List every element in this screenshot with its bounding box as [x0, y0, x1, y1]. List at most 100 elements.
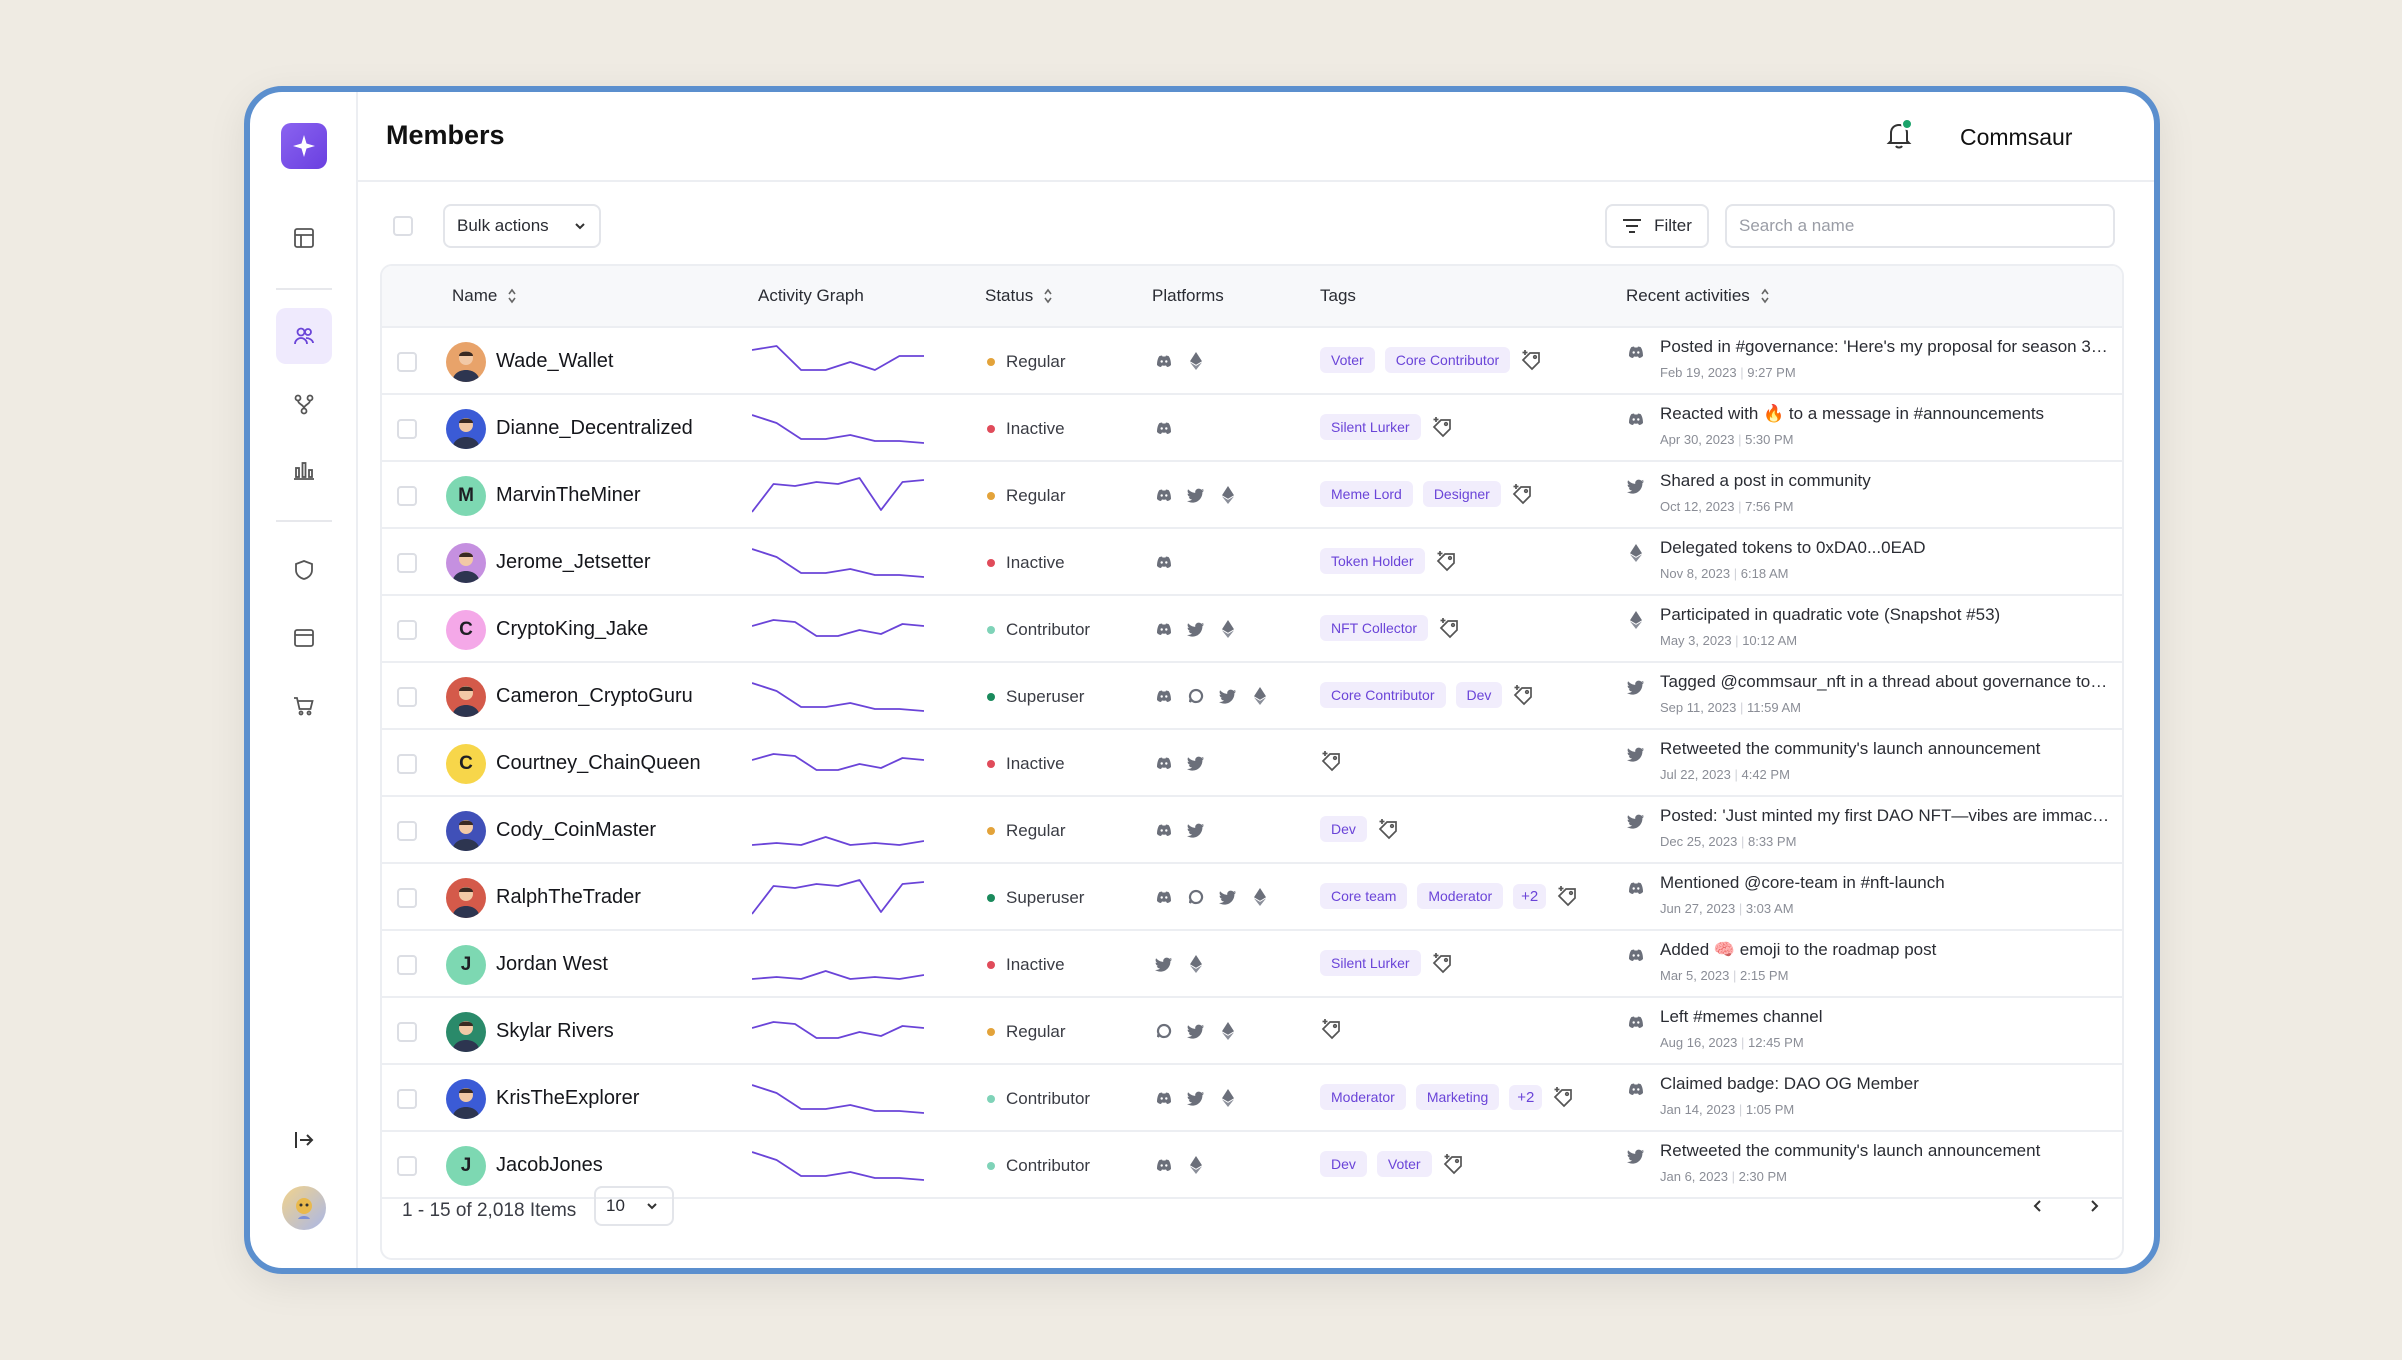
more-tags-badge[interactable]: +2 — [1513, 883, 1547, 909]
add-tag-icon[interactable] — [1552, 1085, 1576, 1109]
member-name[interactable]: Jerome_Jetsetter — [496, 551, 651, 573]
members-icon[interactable] — [276, 308, 332, 364]
tag-chip[interactable]: Moderator — [1320, 1084, 1406, 1110]
recent-activity-timestamp: Feb 19, 2023 | 9:27 PM — [1660, 365, 1796, 380]
row-checkbox[interactable] — [397, 1089, 417, 1109]
add-tag-icon[interactable] — [1320, 1017, 1344, 1041]
add-tag-icon[interactable] — [1320, 749, 1344, 773]
discord-icon — [1154, 619, 1174, 639]
tag-chip[interactable]: Core Contributor — [1320, 682, 1446, 708]
tag-chip[interactable]: NFT Collector — [1320, 615, 1429, 641]
row-checkbox[interactable] — [397, 1156, 417, 1176]
logout-icon[interactable] — [276, 1112, 332, 1168]
add-tag-icon[interactable] — [1438, 616, 1462, 640]
tag-chip[interactable]: Voter — [1320, 347, 1375, 373]
member-name[interactable]: Courtney_ChainQueen — [496, 752, 701, 774]
add-tag-icon[interactable] — [1442, 1152, 1466, 1176]
add-tag-icon[interactable] — [1431, 951, 1455, 975]
shield-icon[interactable] — [276, 542, 332, 598]
table-row[interactable]: Jerome_Jetsetter Inactive Token Holder Dele… — [382, 529, 2122, 596]
next-page-button[interactable] — [2074, 1186, 2114, 1226]
profile-avatar[interactable] — [282, 1186, 326, 1230]
member-name[interactable]: CryptoKing_Jake — [496, 618, 649, 640]
tag-chip[interactable]: Marketing — [1415, 1084, 1500, 1110]
member-name[interactable]: Wade_Wallet — [496, 350, 614, 372]
member-avatar: C — [446, 744, 486, 784]
row-checkbox[interactable] — [397, 553, 417, 573]
table-row[interactable]: Cameron_CryptoGuru Superuser Core Contribu… — [382, 663, 2122, 730]
browser-window-icon[interactable] — [276, 610, 332, 666]
sort-icon[interactable] — [1760, 288, 1770, 304]
git-branch-icon[interactable] — [276, 376, 332, 432]
shopping-cart-icon[interactable] — [276, 678, 332, 734]
row-checkbox[interactable] — [397, 486, 417, 506]
tag-chip[interactable]: Silent Lurker — [1320, 950, 1421, 976]
row-checkbox[interactable] — [397, 419, 417, 439]
sort-icon[interactable] — [507, 288, 517, 304]
tag-chip[interactable]: Core Contributor — [1384, 347, 1511, 373]
member-name[interactable]: Skylar Rivers — [496, 1020, 614, 1042]
member-name[interactable]: Cameron_CryptoGuru — [496, 685, 693, 707]
app-logo[interactable] — [281, 123, 327, 169]
add-tag-icon[interactable] — [1431, 415, 1455, 439]
row-checkbox[interactable] — [397, 620, 417, 640]
tag-chip[interactable]: Meme Lord — [1320, 481, 1413, 507]
add-tag-icon[interactable] — [1512, 683, 1536, 707]
table-row[interactable]: C CryptoKing_Jake Contributor NFT Collector… — [382, 596, 2122, 663]
row-checkbox[interactable] — [397, 352, 417, 372]
table-row[interactable]: Dianne_Decentralized Inactive Silent Lurke… — [382, 395, 2122, 462]
column-name[interactable]: Name — [452, 286, 517, 306]
row-checkbox[interactable] — [397, 888, 417, 908]
add-tag-icon[interactable] — [1377, 817, 1401, 841]
tag-chip[interactable]: Dev — [1455, 682, 1503, 708]
sort-icon[interactable] — [1043, 288, 1053, 304]
member-name[interactable]: JacobJones — [496, 1154, 603, 1176]
row-checkbox[interactable] — [397, 754, 417, 774]
member-name[interactable]: Cody_CoinMaster — [496, 819, 657, 841]
row-checkbox[interactable] — [397, 821, 417, 841]
notification-bell-icon[interactable] — [1881, 117, 1917, 153]
add-tag-icon[interactable] — [1520, 348, 1544, 372]
tag-chip[interactable]: Core team — [1320, 883, 1408, 909]
tag-chip[interactable]: Dev — [1320, 816, 1367, 842]
more-tags-badge[interactable]: +2 — [1509, 1084, 1543, 1110]
filter-button[interactable]: Filter — [1605, 204, 1709, 248]
column-status[interactable]: Status — [985, 286, 1053, 306]
bulk-actions-dropdown[interactable]: Bulk actions — [443, 204, 601, 248]
table-row[interactable]: C Courtney_ChainQueen Inactive Retweeted th… — [382, 730, 2122, 797]
row-checkbox[interactable] — [397, 1022, 417, 1042]
table-row[interactable]: RalphTheTrader Superuser Core team Moderato… — [382, 864, 2122, 931]
member-name[interactable]: MarvinTheMiner — [496, 484, 641, 506]
prev-page-button[interactable] — [2018, 1186, 2058, 1226]
add-tag-icon[interactable] — [1511, 482, 1535, 506]
tag-chip[interactable]: Designer — [1422, 481, 1501, 507]
add-tag-icon[interactable] — [1435, 549, 1459, 573]
status-label: Superuser — [1006, 888, 1085, 907]
page-size-select[interactable]: 10 — [594, 1186, 674, 1226]
member-name[interactable]: RalphTheTrader — [496, 886, 641, 908]
bar-chart-icon[interactable] — [276, 442, 332, 498]
member-name[interactable]: Dianne_Decentralized — [496, 417, 693, 439]
row-checkbox[interactable] — [397, 955, 417, 975]
tag-chip[interactable]: Token Holder — [1320, 548, 1425, 574]
tag-chip[interactable]: Dev — [1320, 1151, 1367, 1177]
member-name[interactable]: KrisTheExplorer — [496, 1087, 640, 1109]
add-tag-icon[interactable] — [1556, 884, 1580, 908]
member-name[interactable]: Jordan West — [496, 953, 608, 975]
table-row[interactable]: Wade_Wallet Regular Voter Core Contributor P… — [382, 328, 2122, 395]
table-row[interactable]: M MarvinTheMiner Regular Meme Lord Designer S… — [382, 462, 2122, 529]
tag-chip[interactable]: Moderator — [1417, 883, 1504, 909]
row-checkbox[interactable] — [397, 687, 417, 707]
table-row[interactable]: J JacobJones Contributor Dev Voter Retweeted … — [382, 1132, 2122, 1199]
table-row[interactable]: Cody_CoinMaster Regular Dev Posted: 'Just m… — [382, 797, 2122, 864]
select-all-checkbox[interactable] — [393, 216, 413, 236]
tag-chip[interactable]: Silent Lurker — [1320, 414, 1421, 440]
tag-chip[interactable]: Voter — [1376, 1151, 1432, 1177]
table-row[interactable]: Skylar Rivers Regular Left #memes channel A… — [382, 998, 2122, 1065]
platform-list — [1154, 485, 1238, 505]
table-row[interactable]: J Jordan West Inactive Silent Lurker Added 🧠… — [382, 931, 2122, 998]
column-recent[interactable]: Recent activities — [1626, 286, 1770, 306]
search-input[interactable] — [1725, 204, 2115, 248]
layout-icon[interactable] — [276, 210, 332, 266]
table-row[interactable]: KrisTheExplorer Contributor Moderator Marke… — [382, 1065, 2122, 1132]
